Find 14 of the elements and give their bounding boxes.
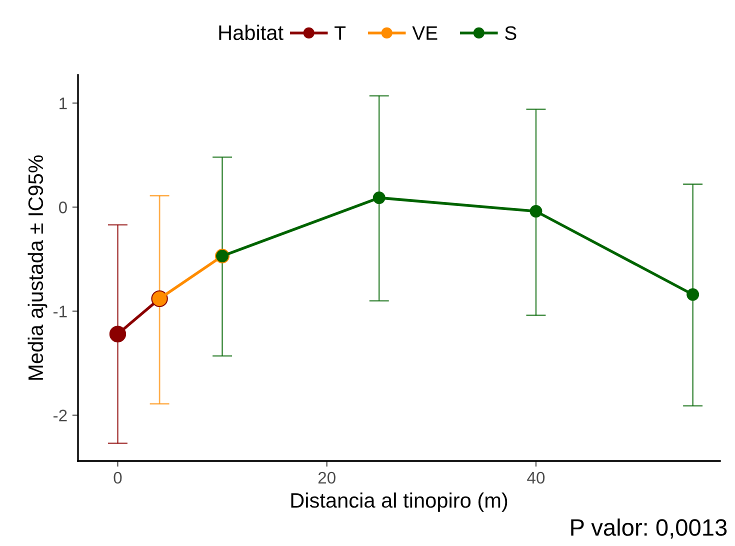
text: P valor: 0,0013 xyxy=(571,518,727,539)
y-tick-label: -2 xyxy=(54,410,67,422)
legend-label: S xyxy=(505,26,516,40)
legend-label: T xyxy=(334,26,346,40)
y-axis-title: Media ajustada ± IC95% xyxy=(28,155,48,380)
legend-label: VE xyxy=(412,26,438,40)
x-tick-label: 40 xyxy=(527,472,545,484)
x-tick-label: 20 xyxy=(318,472,336,484)
x-axis-title: Distancia al tinopiro (m) xyxy=(291,492,508,512)
x-tick-label: 0 xyxy=(114,472,122,484)
y-tick-label: 0 xyxy=(58,202,67,214)
y-tick-label: -1 xyxy=(54,306,67,318)
legend-title: Habitat xyxy=(219,24,284,40)
y-tick-label: 1 xyxy=(60,98,67,110)
